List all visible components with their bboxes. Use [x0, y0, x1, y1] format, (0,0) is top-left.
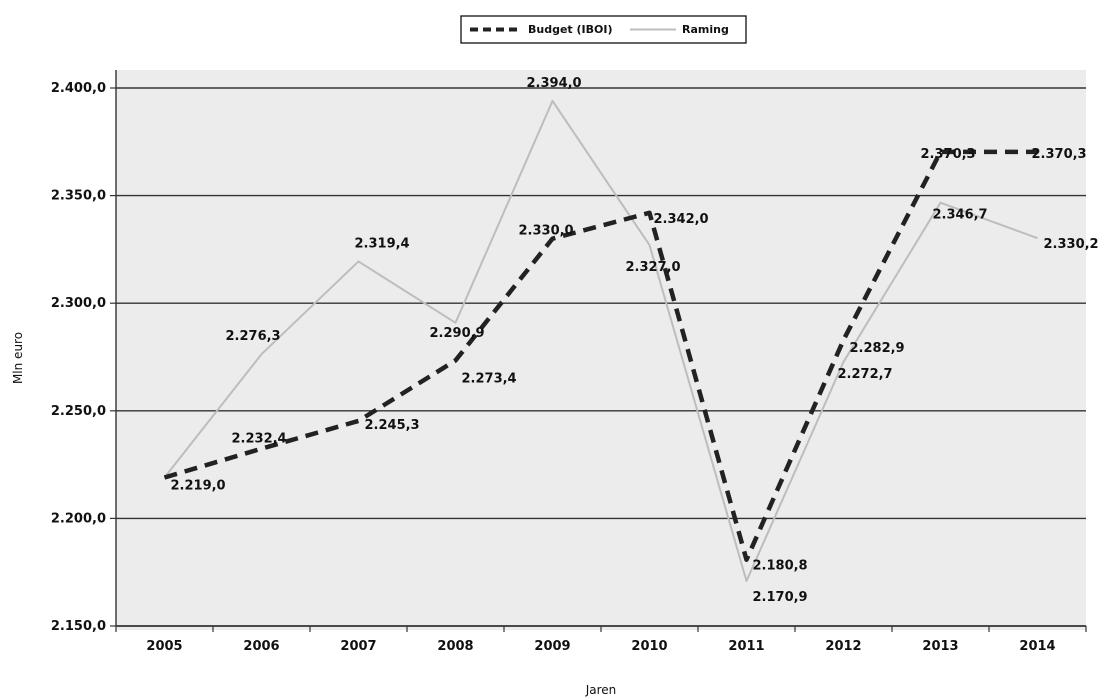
- data-label-raming: 2.394,0: [527, 76, 582, 91]
- data-label-raming: 2.290,9: [430, 326, 485, 341]
- x-tick-label: 2008: [437, 639, 473, 654]
- legend-label-raming: Raming: [682, 23, 729, 36]
- y-tick-label: 2.400,0: [51, 81, 106, 96]
- y-axis-title: Mln euro: [11, 332, 25, 384]
- data-label-raming: 2.327,0: [626, 260, 681, 275]
- data-label-raming: 2.330,2: [1044, 237, 1099, 252]
- data-label-raming: 2.319,4: [355, 236, 410, 251]
- data-labels: 2.219,0 2.232,4 2.245,3 2.273,4 2.330,0 2.342…: [171, 76, 1099, 605]
- x-tick-labels: 2005 2006 2007 2008 2009 2010 2011 2012 2013 2014: [146, 639, 1055, 654]
- data-label-budget: 2.180,8: [753, 559, 808, 574]
- data-label-budget: 2.370,3: [1032, 147, 1087, 162]
- series-lines: [163, 99, 1038, 583]
- y-tick-labels: 2.150,0 2.200,0 2.250,0 2.300,0 2.350,0 2.400…: [51, 81, 106, 634]
- data-label-raming: 2.272,7: [838, 367, 893, 382]
- y-tick-label: 2.300,0: [51, 296, 106, 311]
- x-tick-label: 2014: [1019, 639, 1055, 654]
- x-tick-label: 2007: [340, 639, 376, 654]
- x-tick-label: 2010: [631, 639, 667, 654]
- legend: Budget (IBOI) Raming: [460, 15, 747, 44]
- plot-area: [116, 70, 1086, 630]
- x-tick-label: 2011: [728, 639, 764, 654]
- x-tick-label: 2012: [825, 639, 861, 654]
- data-label-budget: 2.370,3: [921, 147, 976, 162]
- axes: [110, 70, 1087, 632]
- data-label-raming: 2.170,9: [753, 590, 808, 605]
- x-tick-label: 2009: [534, 639, 570, 654]
- data-label-budget: 2.245,3: [365, 418, 420, 433]
- x-tick-label: 2005: [146, 639, 182, 654]
- data-label-raming: 2.276,3: [226, 329, 281, 344]
- data-label-budget: 2.219,0: [171, 479, 226, 494]
- series-line-raming: [163, 99, 1038, 583]
- y-tick-label: 2.150,0: [51, 619, 106, 634]
- x-tick-label: 2013: [922, 639, 958, 654]
- data-label-budget: 2.232,4: [232, 432, 287, 447]
- y-tick-label: 2.200,0: [51, 511, 106, 526]
- y-tick-label: 2.350,0: [51, 189, 106, 204]
- data-label-budget: 2.342,0: [654, 212, 709, 227]
- legend-label-budget: Budget (IBOI): [528, 23, 613, 36]
- y-tick-label: 2.250,0: [51, 404, 106, 419]
- series-line-budget: [163, 149, 1038, 562]
- legend-box: [460, 15, 747, 44]
- data-label-budget: 2.282,9: [850, 341, 905, 356]
- data-label-budget: 2.330,0: [519, 224, 574, 239]
- x-tick-label: 2006: [243, 639, 279, 654]
- x-axis-title: Jaren: [585, 683, 617, 697]
- data-label-budget: 2.273,4: [462, 371, 517, 386]
- data-label-raming: 2.346,7: [933, 208, 988, 223]
